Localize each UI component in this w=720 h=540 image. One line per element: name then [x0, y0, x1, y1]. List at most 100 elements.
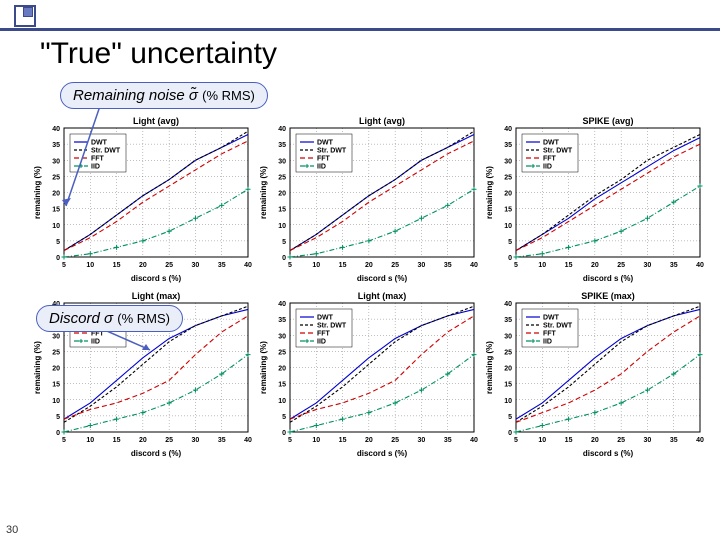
svg-text:25: 25 [52, 349, 60, 356]
svg-text:40: 40 [244, 437, 252, 444]
svg-text:35: 35 [218, 262, 226, 269]
svg-text:25: 25 [617, 262, 625, 269]
svg-text:0: 0 [282, 430, 286, 437]
svg-text:Str. DWT: Str. DWT [317, 148, 347, 155]
svg-text:15: 15 [52, 207, 60, 214]
svg-text:IID: IID [317, 164, 326, 171]
svg-text:40: 40 [244, 262, 252, 269]
page-number: 30 [6, 524, 18, 536]
svg-text:20: 20 [591, 262, 599, 269]
svg-text:15: 15 [278, 207, 286, 214]
svg-text:30: 30 [278, 333, 286, 340]
svg-text:30: 30 [504, 158, 512, 165]
chart-panel: 5101520253035400510152025303540Light (ma… [256, 287, 480, 462]
svg-text:35: 35 [504, 142, 512, 149]
svg-text:discord s (%): discord s (%) [131, 274, 182, 283]
svg-text:FFT: FFT [543, 331, 557, 338]
svg-text:15: 15 [52, 382, 60, 389]
svg-text:DWT: DWT [317, 315, 334, 322]
svg-text:35: 35 [444, 262, 452, 269]
svg-text:30: 30 [418, 262, 426, 269]
svg-text:DWT: DWT [317, 140, 334, 147]
svg-text:0: 0 [282, 255, 286, 262]
svg-text:35: 35 [278, 142, 286, 149]
svg-text:5: 5 [288, 262, 292, 269]
svg-text:20: 20 [365, 262, 373, 269]
svg-text:discord s (%): discord s (%) [583, 274, 634, 283]
svg-text:Str. DWT: Str. DWT [543, 148, 573, 155]
svg-text:25: 25 [278, 174, 286, 181]
svg-text:10: 10 [504, 398, 512, 405]
svg-text:IID: IID [543, 339, 552, 346]
svg-text:35: 35 [670, 262, 678, 269]
svg-text:Light (avg): Light (avg) [359, 116, 405, 126]
svg-text:40: 40 [278, 126, 286, 133]
svg-text:40: 40 [278, 301, 286, 308]
svg-text:30: 30 [278, 158, 286, 165]
svg-text:20: 20 [278, 191, 286, 198]
svg-text:5: 5 [514, 262, 518, 269]
svg-text:0: 0 [56, 430, 60, 437]
svg-text:35: 35 [444, 437, 452, 444]
svg-text:25: 25 [165, 437, 173, 444]
svg-text:Str. DWT: Str. DWT [543, 323, 573, 330]
svg-text:25: 25 [617, 437, 625, 444]
svg-text:discord s (%): discord s (%) [357, 274, 408, 283]
svg-text:40: 40 [504, 126, 512, 133]
svg-text:10: 10 [86, 437, 94, 444]
svg-text:10: 10 [278, 398, 286, 405]
svg-text:10: 10 [312, 262, 320, 269]
svg-text:20: 20 [365, 437, 373, 444]
svg-text:15: 15 [339, 262, 347, 269]
svg-text:20: 20 [504, 366, 512, 373]
svg-text:FFT: FFT [543, 156, 557, 163]
svg-text:30: 30 [192, 262, 200, 269]
svg-text:15: 15 [113, 437, 121, 444]
svg-text:15: 15 [278, 382, 286, 389]
svg-text:25: 25 [504, 349, 512, 356]
svg-text:remaining (%): remaining (%) [33, 166, 42, 219]
svg-text:5: 5 [282, 414, 286, 421]
svg-text:25: 25 [278, 349, 286, 356]
svg-text:discord s (%): discord s (%) [131, 449, 182, 458]
svg-text:10: 10 [312, 437, 320, 444]
svg-text:10: 10 [52, 223, 60, 230]
svg-text:10: 10 [538, 262, 546, 269]
svg-text:30: 30 [192, 437, 200, 444]
svg-text:Light (max): Light (max) [132, 291, 181, 301]
svg-text:30: 30 [644, 262, 652, 269]
svg-text:0: 0 [508, 430, 512, 437]
svg-text:40: 40 [470, 437, 478, 444]
svg-text:20: 20 [139, 437, 147, 444]
svg-text:10: 10 [504, 223, 512, 230]
chart-panel: 5101520253035400510152025303540SPIKE (av… [482, 112, 706, 287]
svg-text:20: 20 [504, 191, 512, 198]
svg-text:IID: IID [317, 339, 326, 346]
svg-text:40: 40 [696, 262, 704, 269]
svg-text:5: 5 [508, 239, 512, 246]
svg-text:15: 15 [565, 437, 573, 444]
svg-text:20: 20 [52, 191, 60, 198]
svg-text:40: 40 [470, 262, 478, 269]
svg-text:discord s (%): discord s (%) [357, 449, 408, 458]
svg-text:30: 30 [52, 333, 60, 340]
svg-text:remaining (%): remaining (%) [259, 166, 268, 219]
svg-text:10: 10 [86, 262, 94, 269]
svg-text:Str. DWT: Str. DWT [317, 323, 347, 330]
page-title: "True" uncertainty [0, 31, 720, 71]
svg-text:IID: IID [543, 164, 552, 171]
svg-text:5: 5 [288, 437, 292, 444]
svg-text:35: 35 [278, 317, 286, 324]
svg-text:15: 15 [565, 262, 573, 269]
svg-text:30: 30 [52, 158, 60, 165]
svg-text:remaining (%): remaining (%) [259, 341, 268, 394]
chart-panel: 5101520253035400510152025303540Light (av… [256, 112, 480, 287]
svg-text:25: 25 [52, 174, 60, 181]
svg-text:Light (max): Light (max) [358, 291, 407, 301]
svg-text:35: 35 [670, 437, 678, 444]
svg-text:5: 5 [56, 414, 60, 421]
svg-text:10: 10 [278, 223, 286, 230]
svg-text:35: 35 [218, 437, 226, 444]
svg-text:5: 5 [514, 437, 518, 444]
svg-text:remaining (%): remaining (%) [33, 341, 42, 394]
